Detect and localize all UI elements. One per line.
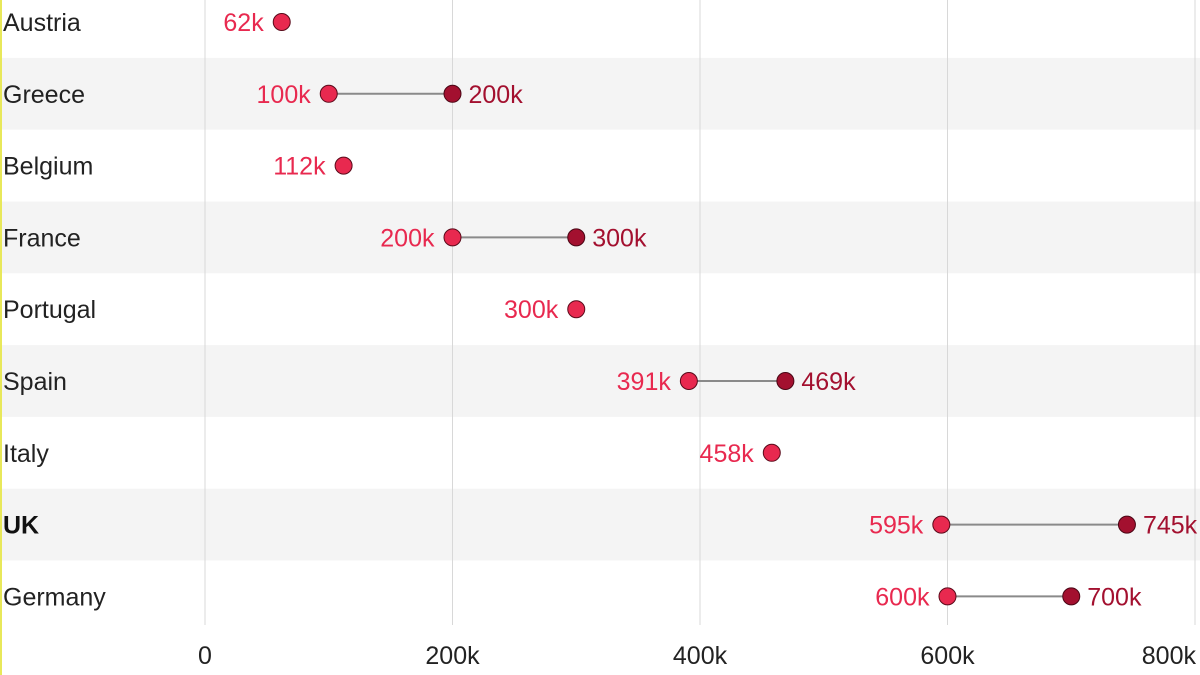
low-value-label: 595k — [869, 512, 924, 540]
x-tick-label: 800k — [1142, 642, 1197, 670]
high-dot — [1117, 515, 1136, 534]
low-value-label: 100k — [257, 81, 312, 109]
high-value-label: 745k — [1143, 512, 1198, 540]
low-value-label: 200k — [380, 224, 435, 252]
row-band — [0, 201, 1200, 274]
high-value-label: 700k — [1087, 583, 1142, 611]
row-greece: Greece 100k 200k — [3, 81, 523, 109]
rows: Austria 62k Greece 100k 200k Belgium 112k Franc… — [3, 9, 1198, 611]
low-dot — [679, 372, 698, 390]
low-dot — [443, 228, 462, 247]
row-uk: UK 595k 745k — [3, 512, 1198, 540]
row-italy: Italy 458k — [3, 440, 781, 468]
row-label: Spain — [3, 368, 67, 396]
x-axis: 0 200k 400k 600k 800k — [198, 642, 1196, 670]
left-edge-accent — [0, 0, 2, 675]
row-label: Germany — [3, 583, 106, 611]
row-belgium: Belgium 112k — [3, 153, 353, 181]
row-label: UK — [3, 512, 39, 540]
low-dot — [272, 13, 291, 31]
high-dot — [776, 372, 795, 390]
low-dot — [932, 515, 951, 534]
high-dot — [1062, 587, 1081, 606]
x-tick-label: 400k — [673, 642, 728, 670]
row-austria: Austria 62k — [3, 9, 291, 37]
high-value-label: 200k — [469, 81, 524, 109]
low-dot — [762, 443, 781, 462]
x-tick-label: 0 — [198, 642, 212, 670]
row-band — [0, 57, 1200, 130]
row-label: France — [3, 224, 81, 252]
row-label: Austria — [3, 9, 81, 37]
row-france: France 200k 300k — [3, 224, 647, 252]
low-dot — [334, 156, 353, 175]
row-bands — [0, 57, 1200, 561]
high-dot — [567, 228, 586, 247]
x-tick-label: 600k — [920, 642, 975, 670]
low-value-label: 600k — [875, 583, 930, 611]
low-dot — [567, 300, 586, 319]
row-germany: Germany 600k 700k — [3, 583, 1142, 611]
low-value-label: 112k — [273, 153, 326, 181]
x-tick-label: 200k — [425, 642, 480, 670]
high-value-label: 469k — [801, 368, 856, 396]
low-value-label: 391k — [617, 368, 672, 396]
row-label: Belgium — [3, 153, 93, 181]
row-label: Greece — [3, 81, 85, 109]
row-label: Portugal — [3, 296, 96, 324]
row-portugal: Portugal 300k — [3, 296, 586, 324]
high-dot — [443, 84, 462, 103]
row-band — [0, 345, 1200, 417]
low-value-label: 62k — [223, 9, 264, 37]
row-label: Italy — [3, 440, 49, 468]
low-value-label: 300k — [504, 296, 559, 324]
row-spain: Spain 391k 469k — [3, 368, 856, 396]
low-dot — [319, 84, 338, 103]
low-dot — [938, 587, 957, 606]
low-value-label: 458k — [700, 440, 755, 468]
high-value-label: 300k — [592, 224, 647, 252]
